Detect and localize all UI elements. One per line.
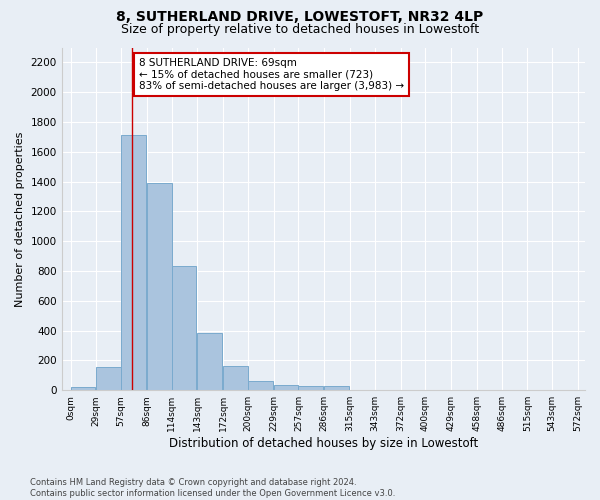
- Bar: [324, 386, 349, 390]
- Bar: [223, 366, 248, 390]
- Bar: [96, 367, 121, 390]
- X-axis label: Distribution of detached houses by size in Lowestoft: Distribution of detached houses by size …: [169, 437, 478, 450]
- Bar: [147, 183, 172, 390]
- Text: 8 SUTHERLAND DRIVE: 69sqm
← 15% of detached houses are smaller (723)
83% of semi: 8 SUTHERLAND DRIVE: 69sqm ← 15% of detac…: [139, 58, 404, 91]
- Text: 8, SUTHERLAND DRIVE, LOWESTOFT, NR32 4LP: 8, SUTHERLAND DRIVE, LOWESTOFT, NR32 4LP: [116, 10, 484, 24]
- Bar: [197, 333, 222, 390]
- Y-axis label: Number of detached properties: Number of detached properties: [15, 131, 25, 306]
- Bar: [121, 136, 146, 390]
- Bar: [71, 387, 95, 390]
- Bar: [172, 266, 196, 390]
- Bar: [298, 386, 323, 390]
- Text: Size of property relative to detached houses in Lowestoft: Size of property relative to detached ho…: [121, 22, 479, 36]
- Bar: [274, 384, 298, 390]
- Bar: [248, 380, 273, 390]
- Text: Contains HM Land Registry data © Crown copyright and database right 2024.
Contai: Contains HM Land Registry data © Crown c…: [30, 478, 395, 498]
